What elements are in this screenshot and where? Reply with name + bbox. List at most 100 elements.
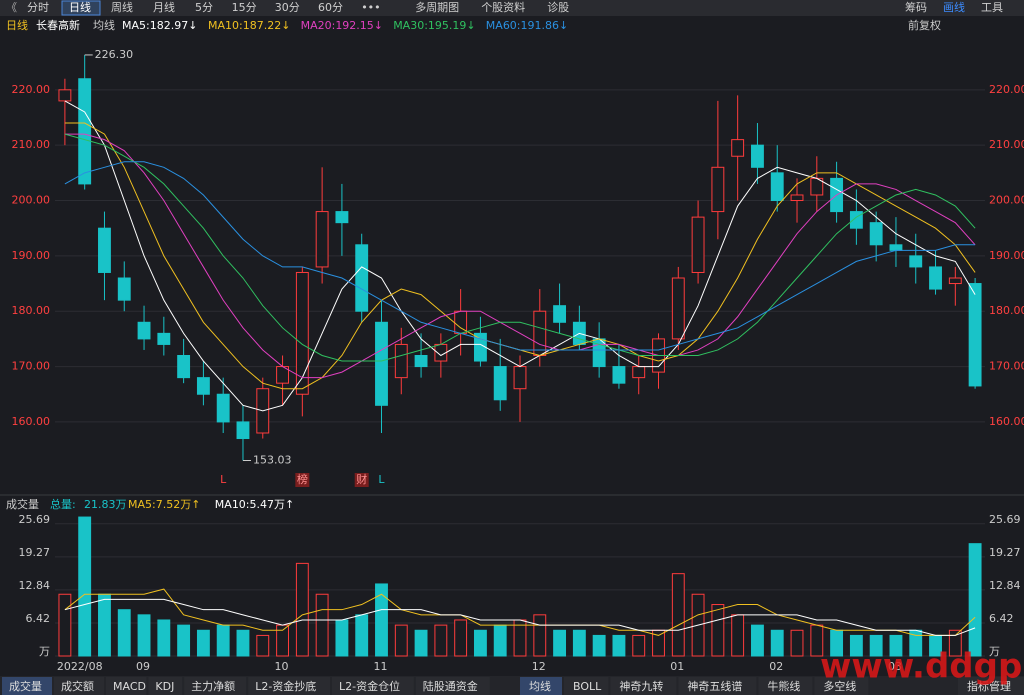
tab-label[interactable]: 陆股通资金 [423,679,478,693]
volume-bar [553,629,567,657]
tab[interactable] [332,677,414,695]
volume-bar [533,614,547,657]
tab[interactable] [2,677,52,695]
toolbar-item[interactable]: 月线 [153,0,175,14]
tab-label[interactable]: 指标管理 [967,679,1011,693]
tab[interactable] [958,677,1024,695]
event-marker[interactable]: 财 [356,472,367,486]
tab-label[interactable]: 均线 [529,679,551,693]
x-tick-label: 10 [275,660,289,673]
candle-body [751,144,764,168]
toolbar-item[interactable]: 分时 [27,1,49,14]
event-marker[interactable]: L [378,473,385,486]
volume-bar [355,614,369,657]
toolbar-item[interactable]: 多周期图 [415,0,459,14]
volume-bar [889,634,903,657]
tab-active [61,0,101,16]
volume-ma-line [64,588,976,636]
toolbar-item[interactable]: 60分 [318,1,343,14]
legend-entry: MA10:187.22↓ [208,19,290,32]
toolbar-item[interactable]: 30分 [275,1,300,14]
candle-body [909,255,923,268]
toolbar-item[interactable]: 5分 [195,1,213,14]
toolbar-item[interactable]: 诊股 [547,0,569,14]
x-tick-label: 11 [373,660,387,673]
tab-label[interactable]: L2-资金仓位 [339,679,400,693]
tab-label[interactable]: 神奇九转 [619,679,663,693]
tab-label[interactable]: MACD [113,680,146,693]
candle-body [58,89,72,102]
tab[interactable] [610,677,677,695]
candle-body [355,244,369,312]
volume-bar [711,604,725,657]
volume-title: 成交量 [6,497,39,511]
candle-body [98,227,111,273]
toolbar-item[interactable]: 画线 [943,0,965,14]
volume-bar [315,593,329,657]
toolbar-item[interactable]: 15分 [232,1,257,14]
event-marker[interactable]: L [220,473,227,486]
tab-label[interactable]: 成交量 [9,679,42,693]
tab-label[interactable]: BOLL [573,680,602,693]
y-tick-label: 6.42 [26,612,51,625]
volume-bar [117,609,131,657]
candle-body [691,216,705,273]
tab-label[interactable]: 主力净额 [191,679,235,693]
tab[interactable] [814,677,869,695]
candle-body [731,139,745,157]
toolbar-item[interactable]: 日线 [69,0,91,14]
legend-entry: MA10:5.47万↑ [215,498,294,511]
marker-box [354,473,369,487]
tab-label[interactable]: 牛熊线 [767,679,800,693]
toolbar-item[interactable]: ••• [361,1,380,14]
candle-body [216,393,230,423]
legend-entry: MA20:192.15↓ [301,19,383,32]
toolbar-item[interactable]: 周线 [111,0,133,14]
volume-bar [196,629,210,657]
tab-label[interactable]: 神奇五线谱 [687,679,742,693]
volume-bar [335,619,349,657]
tab[interactable] [54,677,104,695]
tab-label[interactable]: 多空线 [823,679,856,693]
indicator: 均线 [93,18,115,32]
y-tick-label: 200.00 [12,194,51,207]
candle-body [869,222,883,246]
volume-bar [869,634,883,657]
tab[interactable] [678,677,757,695]
volume-bar [731,614,745,657]
event-marker[interactable]: 榜 [297,472,308,486]
candle-body [790,194,804,202]
tab-label[interactable]: 成交额 [61,679,94,693]
candle-body [948,277,962,285]
candle-body [117,277,131,301]
volume-bar [375,583,388,657]
tab[interactable] [758,677,813,695]
tab[interactable] [106,677,147,695]
tab[interactable] [148,677,183,695]
volume-bar [98,593,111,657]
watermark: www.ddgp.net [820,647,1024,687]
candle-body [968,283,982,387]
tab[interactable] [184,677,247,695]
marker-box [295,473,310,487]
tab-label[interactable]: KDJ [155,680,174,693]
tab[interactable] [415,677,490,695]
volume-bar [751,624,764,657]
tab[interactable] [248,677,330,695]
y-tick-label-right: 180.00 [989,304,1024,317]
toolbar-item[interactable]: 个股资料 [481,0,525,14]
tab[interactable] [564,677,609,695]
toolbar-item[interactable]: 筹码 [905,0,927,14]
volume-bar [770,629,784,657]
tab[interactable] [520,677,562,695]
y-tick-label: 190.00 [12,249,51,262]
tab-label[interactable]: L2-资金抄底 [255,679,316,693]
x-tick-label: 12 [532,660,546,673]
toolbar-item[interactable]: 工具 [981,1,1003,14]
stock-name: 长春高新 [36,18,80,32]
adjust[interactable]: 前复权 [908,18,941,32]
volume-bar [58,593,72,657]
volume-bar [671,573,685,657]
y-tick-label-right: 170.00 [989,360,1024,373]
